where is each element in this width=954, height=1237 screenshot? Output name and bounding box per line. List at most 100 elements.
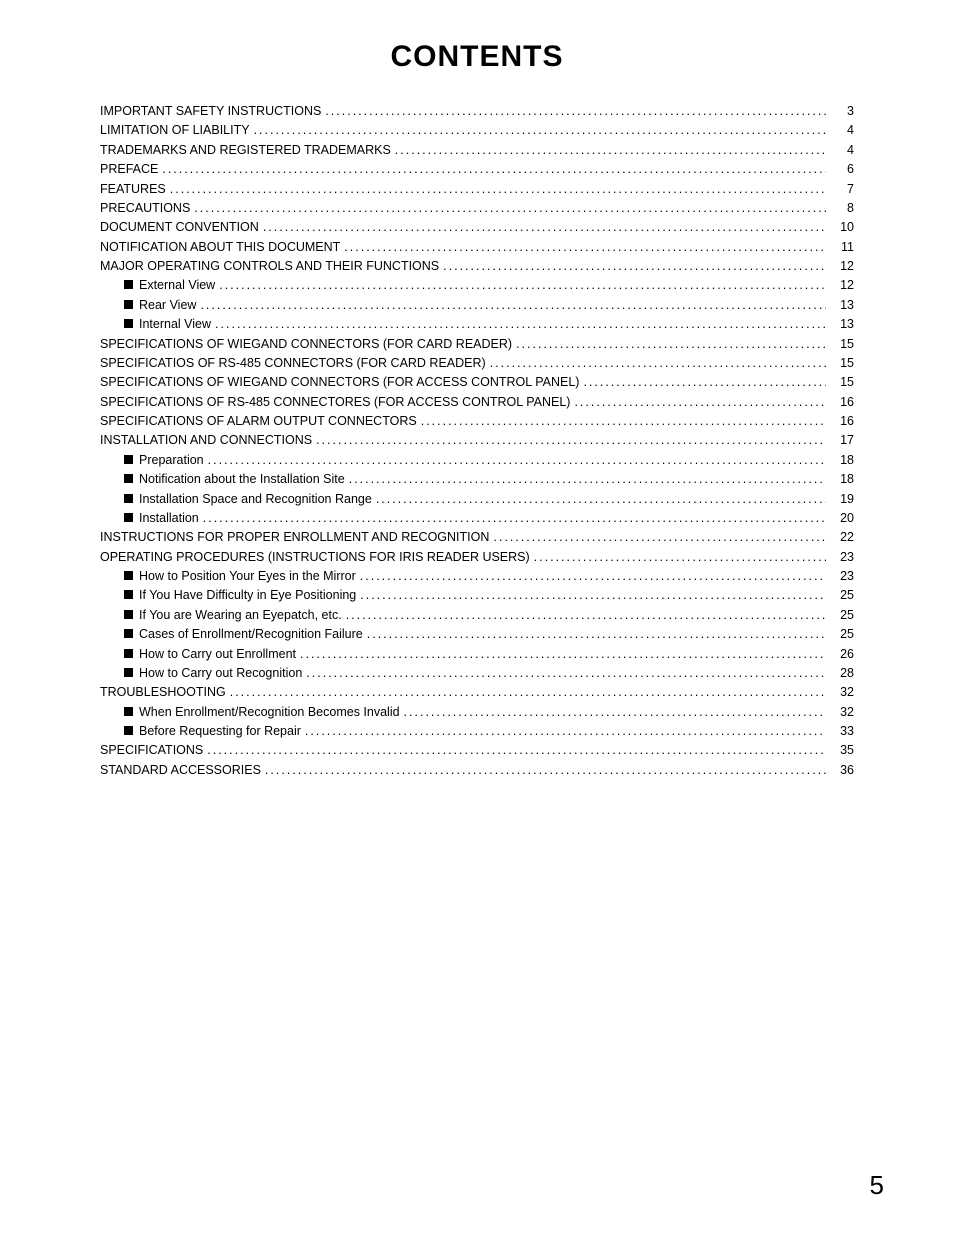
- toc-entry-page: 4: [830, 141, 854, 160]
- toc-leader: [574, 393, 826, 412]
- toc-entry: NOTIFICATION ABOUT THIS DOCUMENT 11: [100, 238, 854, 257]
- toc-entry-label: IMPORTANT SAFETY INSTRUCTIONS: [100, 102, 321, 121]
- toc-entry-label: When Enrollment/Recognition Becomes Inva…: [124, 703, 400, 722]
- square-bullet-icon: [124, 649, 133, 658]
- toc-leader: [306, 664, 826, 683]
- toc-leader: [194, 199, 826, 218]
- toc-leader: [516, 335, 826, 354]
- toc-entry-label: LIMITATION OF LIABILITY: [100, 121, 250, 140]
- toc-leader: [300, 645, 826, 664]
- toc-entry-label: PREFACE: [100, 160, 158, 179]
- toc-entry-page: 11: [830, 238, 854, 257]
- toc-entry-page: 35: [830, 741, 854, 760]
- toc-leader: [346, 606, 826, 625]
- square-bullet-icon: [124, 455, 133, 464]
- toc-entry: If You are Wearing an Eyepatch, etc.25: [100, 606, 854, 625]
- toc-entry-label: Rear View: [124, 296, 196, 315]
- toc-leader: [265, 761, 826, 780]
- toc-entry-page: 19: [830, 490, 854, 509]
- square-bullet-icon: [124, 610, 133, 619]
- toc-leader: [203, 509, 826, 528]
- toc-leader: [162, 160, 826, 179]
- toc-entry-label: Cases of Enrollment/Recognition Failure: [124, 625, 363, 644]
- toc-entry: Preparation18: [100, 451, 854, 470]
- toc-entry-label: Installation: [124, 509, 199, 528]
- toc-entry-label: SPECIFICATIONS: [100, 741, 203, 760]
- toc-entry: INSTALLATION AND CONNECTIONS 17: [100, 431, 854, 450]
- toc-entry-label: How to Position Your Eyes in the Mirror: [124, 567, 356, 586]
- square-bullet-icon: [124, 571, 133, 580]
- square-bullet-icon: [124, 494, 133, 503]
- toc-entry-label: INSTALLATION AND CONNECTIONS: [100, 431, 312, 450]
- toc-leader: [376, 490, 826, 509]
- toc-entry-page: 17: [830, 431, 854, 450]
- toc-leader: [534, 548, 826, 567]
- toc-leader: [443, 257, 826, 276]
- toc-entry-page: 12: [830, 257, 854, 276]
- square-bullet-icon: [124, 726, 133, 735]
- toc-entry-label: Internal View: [124, 315, 211, 334]
- toc-entry-label: PRECAUTIONS: [100, 199, 190, 218]
- toc-entry-page: 18: [830, 470, 854, 489]
- toc-leader: [305, 722, 826, 741]
- contents-title: CONTENTS: [100, 40, 854, 74]
- square-bullet-icon: [124, 474, 133, 483]
- toc-entry-label: External View: [124, 276, 215, 295]
- toc-entry-label: MAJOR OPERATING CONTROLS AND THEIR FUNCT…: [100, 257, 439, 276]
- toc-entry-page: 25: [830, 625, 854, 644]
- toc-entry-page: 4: [830, 121, 854, 140]
- toc-leader: [263, 218, 826, 237]
- toc-entry: Installation Space and Recognition Range…: [100, 490, 854, 509]
- toc-entry-label: INSTRUCTIONS FOR PROPER ENROLLMENT AND R…: [100, 528, 489, 547]
- toc-entry: LIMITATION OF LIABILITY 4: [100, 121, 854, 140]
- toc-entry: External View 12: [100, 276, 854, 295]
- toc-entry: Cases of Enrollment/Recognition Failure 2…: [100, 625, 854, 644]
- toc-entry-page: 25: [830, 586, 854, 605]
- toc-entry-page: 6: [830, 160, 854, 179]
- toc-entry-label: TROUBLESHOOTING: [100, 683, 226, 702]
- toc-entry-page: 25: [830, 606, 854, 625]
- toc-leader: [404, 703, 826, 722]
- toc-entry-page: 15: [830, 373, 854, 392]
- toc-entry: DOCUMENT CONVENTION10: [100, 218, 854, 237]
- square-bullet-icon: [124, 300, 133, 309]
- toc-entry-label: NOTIFICATION ABOUT THIS DOCUMENT: [100, 238, 340, 257]
- toc-entry: INSTRUCTIONS FOR PROPER ENROLLMENT AND R…: [100, 528, 854, 547]
- toc-entry-label: Notification about the Installation Site: [124, 470, 345, 489]
- toc-entry: MAJOR OPERATING CONTROLS AND THEIR FUNCT…: [100, 257, 854, 276]
- toc-leader: [254, 121, 826, 140]
- toc-entry: How to Carry out Enrollment26: [100, 645, 854, 664]
- toc-entry-label: SPECIFICATIONS OF WIEGAND CONNECTORS (FO…: [100, 373, 579, 392]
- toc-entry: TROUBLESHOOTING 32: [100, 683, 854, 702]
- toc-entry-page: 13: [830, 315, 854, 334]
- toc-leader: [583, 373, 826, 392]
- toc-entry: Rear View13: [100, 296, 854, 315]
- toc-entry: Installation20: [100, 509, 854, 528]
- toc-entry-label: How to Carry out Recognition: [124, 664, 302, 683]
- square-bullet-icon: [124, 280, 133, 289]
- toc-entry-page: 26: [830, 645, 854, 664]
- toc-entry-label: SPECIFICATIONS OF WIEGAND CONNECTORS (FO…: [100, 335, 512, 354]
- toc-entry-label: Before Requesting for Repair: [124, 722, 301, 741]
- toc-entry-label: If You Have Difficulty in Eye Positionin…: [124, 586, 356, 605]
- toc-leader: [207, 741, 826, 760]
- toc-entry: SPECIFICATIONS OF RS-485 CONNECTORES (FO…: [100, 393, 854, 412]
- toc-entry-page: 23: [830, 548, 854, 567]
- toc-entry-page: 15: [830, 354, 854, 373]
- toc-entry-label: SPECIFICATIONS OF ALARM OUTPUT CONNECTOR…: [100, 412, 417, 431]
- toc-entry-label: SPECIFICATIOS OF RS-485 CONNECTORS (FOR …: [100, 354, 486, 373]
- toc-entry-page: 22: [830, 528, 854, 547]
- toc-entry: How to Position Your Eyes in the Mirror2…: [100, 567, 854, 586]
- toc-entry-page: 32: [830, 683, 854, 702]
- table-of-contents: IMPORTANT SAFETY INSTRUCTIONS3LIMITATION…: [100, 102, 854, 780]
- toc-leader: [200, 296, 826, 315]
- toc-entry-page: 3: [830, 102, 854, 121]
- toc-leader: [395, 141, 826, 160]
- toc-entry: SPECIFICATIONS OF WIEGAND CONNECTORS (FO…: [100, 373, 854, 392]
- toc-entry: TRADEMARKS AND REGISTERED TRADEMARKS4: [100, 141, 854, 160]
- toc-entry-label: Installation Space and Recognition Range: [124, 490, 372, 509]
- square-bullet-icon: [124, 707, 133, 716]
- toc-entry-page: 12: [830, 276, 854, 295]
- page-number: 5: [870, 1170, 884, 1201]
- toc-entry-label: STANDARD ACCESSORIES: [100, 761, 261, 780]
